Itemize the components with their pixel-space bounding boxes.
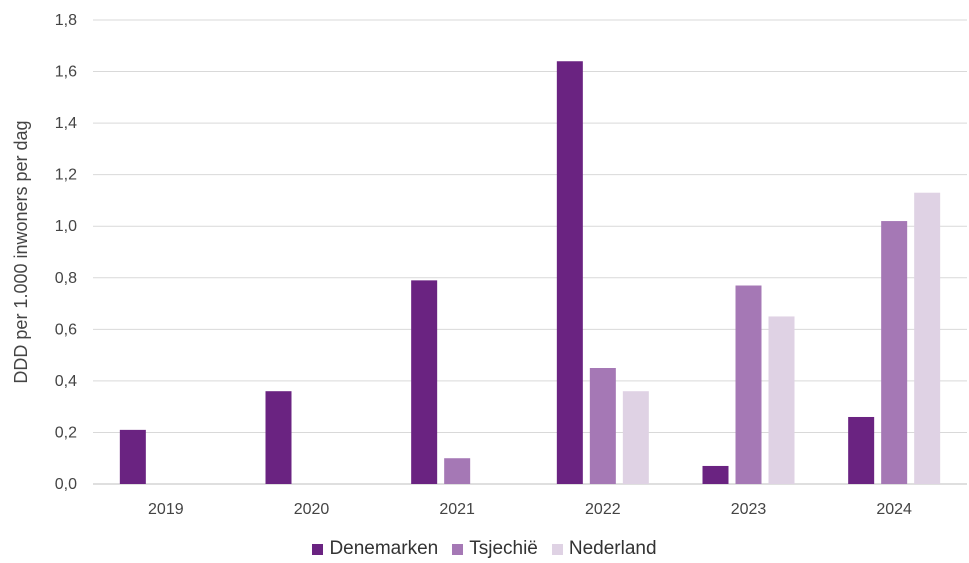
x-tick-label: 2022	[585, 501, 621, 518]
bars	[119, 61, 941, 485]
bar-denemarken-2023	[702, 465, 729, 484]
legend-item-tsjechie: Tsjechië	[452, 538, 538, 560]
legend-item-nederland: Nederland	[551, 538, 657, 560]
legend-swatch	[452, 543, 464, 555]
legend-label: Nederland	[568, 538, 657, 559]
y-tick-label: 1,4	[55, 115, 77, 132]
bar-tsjechi-2021	[444, 458, 471, 484]
bar-tsjechi-2024	[881, 221, 908, 485]
y-tick-label: 0,8	[55, 270, 77, 287]
x-tick-label: 2023	[731, 501, 767, 518]
legend-item-denemarken: Denemarken	[312, 538, 438, 560]
legend-swatch	[551, 543, 563, 555]
y-tick-label: 1,0	[55, 218, 77, 235]
y-tick-label: 0,6	[55, 321, 77, 338]
y-tick-label: 1,2	[55, 167, 77, 184]
bar-denemarken-2019	[119, 429, 146, 484]
legend-label: Denemarken	[329, 538, 439, 559]
bar-chart-svg: 0,00,20,40,60,81,01,21,41,61,8 2019 2020 2…	[11, 12, 967, 518]
bar-denemarken-2022	[556, 61, 583, 484]
bar-denemarken-2024	[848, 416, 875, 484]
legend: Denemarken Tsjechië Nederland	[0, 538, 969, 560]
x-axis-ticks: 2019 2020 2021 2022 2023 2024	[148, 501, 912, 518]
y-tick-label: 0,2	[55, 424, 77, 441]
y-tick-label: 1,8	[55, 12, 77, 29]
y-tick-label: 1,6	[55, 64, 77, 81]
x-tick-label: 2024	[876, 501, 912, 518]
bar-nederland-2022	[622, 391, 649, 484]
y-axis-ticks: 0,0 0,2 0,4 0,6 0,8 1,0 1,2 1,4 1,6 1,8	[55, 12, 77, 493]
y-axis-title: DDD per 1.000 inwoners per dag	[11, 120, 31, 383]
x-tick-label: 2021	[439, 501, 475, 518]
bar-tsjechi-2023	[735, 285, 762, 484]
y-tick-label: 0,0	[55, 476, 77, 493]
bar-denemarken-2020	[265, 391, 292, 484]
legend-swatch	[312, 543, 324, 555]
bar-tsjechi-2022	[589, 368, 616, 484]
bar-nederland-2023	[768, 316, 795, 484]
x-tick-label: 2020	[294, 501, 330, 518]
bar-denemarken-2021	[411, 280, 438, 484]
gridlines	[93, 19, 967, 485]
x-tick-label: 2019	[148, 501, 184, 518]
legend-label: Tsjechië	[469, 538, 538, 559]
bar-nederland-2024	[914, 192, 941, 484]
y-tick-label: 0,4	[55, 373, 77, 390]
